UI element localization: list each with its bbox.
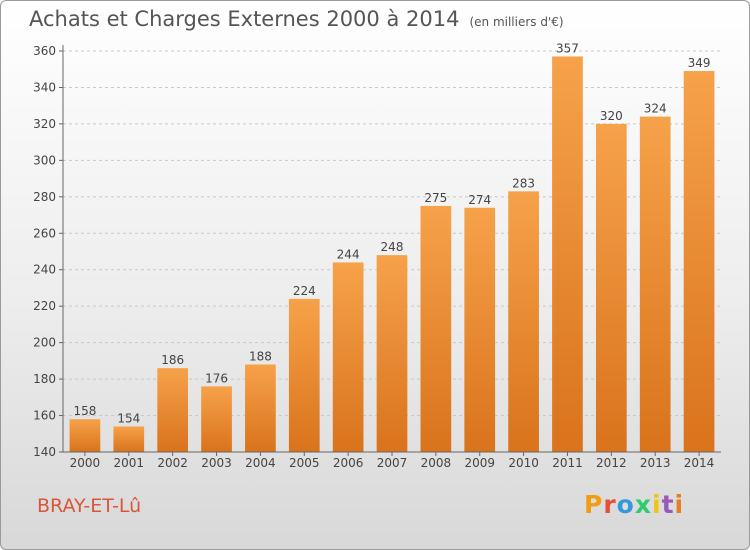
x-tick-label: 2006 (333, 456, 364, 470)
bar (288, 298, 320, 452)
bar (464, 207, 496, 452)
bar-value-label: 248 (381, 240, 404, 254)
chart-title-text: Achats et Charges Externes 2000 à 2014 (29, 7, 460, 31)
bar (595, 123, 627, 452)
logo-letter: i (652, 490, 662, 519)
commune-name: BRAY-ET-Lû (37, 495, 142, 517)
bar-value-label: 320 (600, 109, 623, 123)
y-tick-label: 280 (33, 190, 56, 204)
x-tick-label: 2008 (421, 456, 452, 470)
y-tick-label: 260 (33, 226, 56, 240)
bars: 158 154 186 176 188 224 244 248 275 274 283 357 320 3… (69, 41, 715, 453)
bar-value-label: 188 (249, 350, 272, 364)
bar (245, 364, 276, 452)
bar (201, 386, 232, 452)
bar (683, 71, 715, 453)
x-tick-label: 2010 (508, 456, 539, 470)
bar-value-label: 274 (468, 193, 491, 207)
y-tick-label: 300 (33, 153, 56, 167)
bar-value-label: 176 (205, 371, 228, 385)
logo-letter: x (634, 490, 652, 519)
x-tick-label: 2002 (157, 456, 188, 470)
x-tick-label: 2012 (596, 456, 627, 470)
y-tick-label: 180 (33, 372, 56, 386)
y-tick-label: 240 (33, 263, 56, 277)
x-tick-label: 2007 (377, 456, 408, 470)
bar-value-label: 283 (512, 176, 535, 190)
bar (420, 205, 452, 452)
x-tick-label: 2009 (464, 456, 495, 470)
x-tick-label: 2001 (114, 456, 145, 470)
y-tick-label: 160 (33, 409, 56, 423)
y-tick-label: 200 (33, 336, 56, 350)
bar (639, 116, 671, 453)
bar-value-label: 154 (117, 411, 140, 425)
chart-title: Achats et Charges Externes 2000 à 2014 (e… (29, 7, 564, 31)
y-tick-label: 220 (33, 299, 56, 313)
bar-value-label: 324 (644, 102, 667, 116)
bar-value-label: 158 (73, 404, 96, 418)
bar-value-label: 224 (293, 284, 316, 298)
bar (376, 255, 408, 452)
x-tick-label: 2005 (289, 456, 320, 470)
x-tick-label: 2014 (684, 456, 715, 470)
logo-letter: o (616, 490, 635, 519)
x-tick-label: 2013 (640, 456, 671, 470)
axes: 140 160 180 200 220 240 260 280 300 320 340 360 2000… (33, 44, 721, 470)
bar (69, 419, 101, 452)
y-tick-label: 140 (33, 445, 56, 459)
bar (552, 56, 583, 453)
chart-unit: (en milliers d'€) (469, 15, 564, 29)
bar-value-label: 357 (556, 41, 579, 55)
bar (157, 368, 189, 452)
bar-value-label: 275 (424, 191, 447, 205)
bar (332, 262, 364, 452)
bar-value-label: 186 (161, 353, 184, 367)
y-tick-label: 320 (33, 117, 56, 131)
bar-value-label: 349 (688, 56, 711, 70)
bar-value-label: 244 (337, 247, 360, 261)
y-tick-label: 340 (33, 80, 56, 94)
logo-letter: r (603, 490, 617, 519)
x-tick-label: 2004 (245, 456, 276, 470)
x-tick-label: 2011 (552, 456, 583, 470)
x-tick-label: 2003 (201, 456, 232, 470)
bar (508, 191, 539, 452)
x-tick-label: 2000 (70, 456, 101, 470)
logo-letter: i (674, 490, 685, 519)
logo-letter: t (661, 490, 675, 519)
y-tick-label: 360 (33, 44, 56, 58)
logo-letter: P (584, 490, 604, 519)
proxiti-logo: Proxiti (584, 490, 684, 519)
bar (113, 426, 145, 452)
